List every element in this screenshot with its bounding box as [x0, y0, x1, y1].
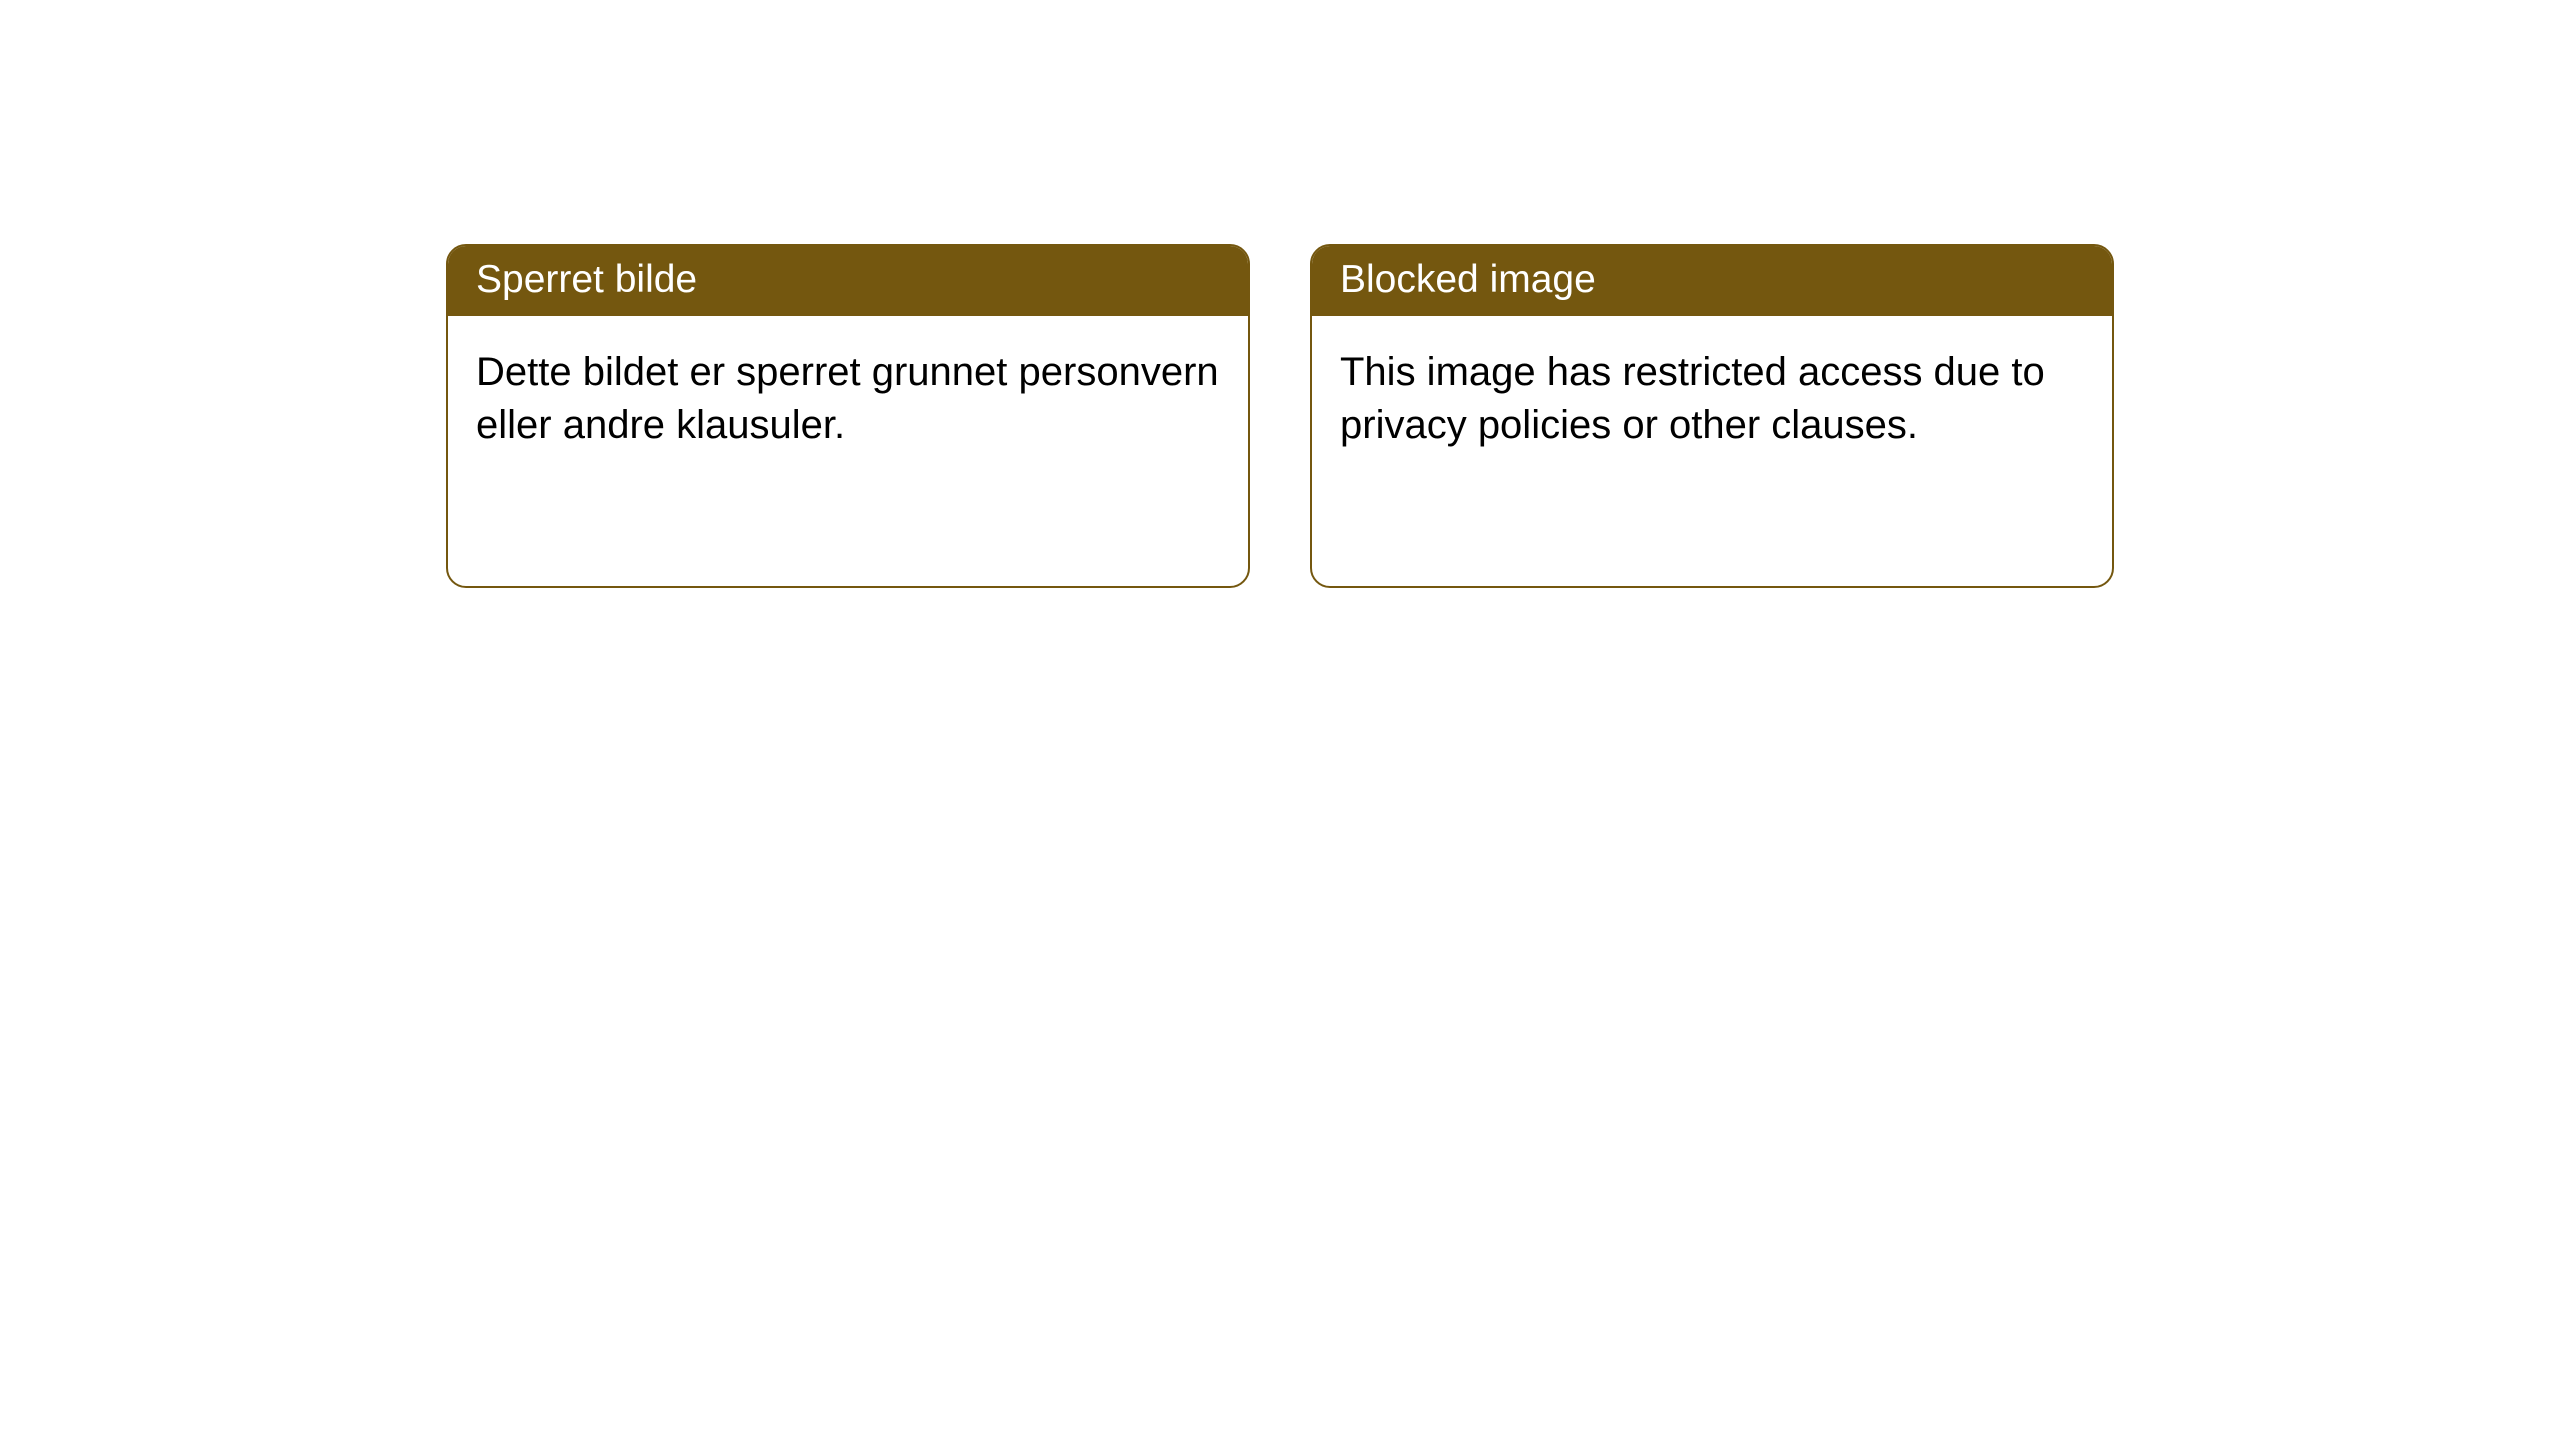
notice-container: Sperret bilde Dette bildet er sperret gr…: [0, 0, 2560, 588]
notice-card-no: Sperret bilde Dette bildet er sperret gr…: [446, 244, 1250, 588]
notice-header-no: Sperret bilde: [448, 246, 1248, 316]
notice-body-en: This image has restricted access due to …: [1312, 316, 2112, 586]
notice-header-en: Blocked image: [1312, 246, 2112, 316]
notice-body-no: Dette bildet er sperret grunnet personve…: [448, 316, 1248, 586]
notice-card-en: Blocked image This image has restricted …: [1310, 244, 2114, 588]
